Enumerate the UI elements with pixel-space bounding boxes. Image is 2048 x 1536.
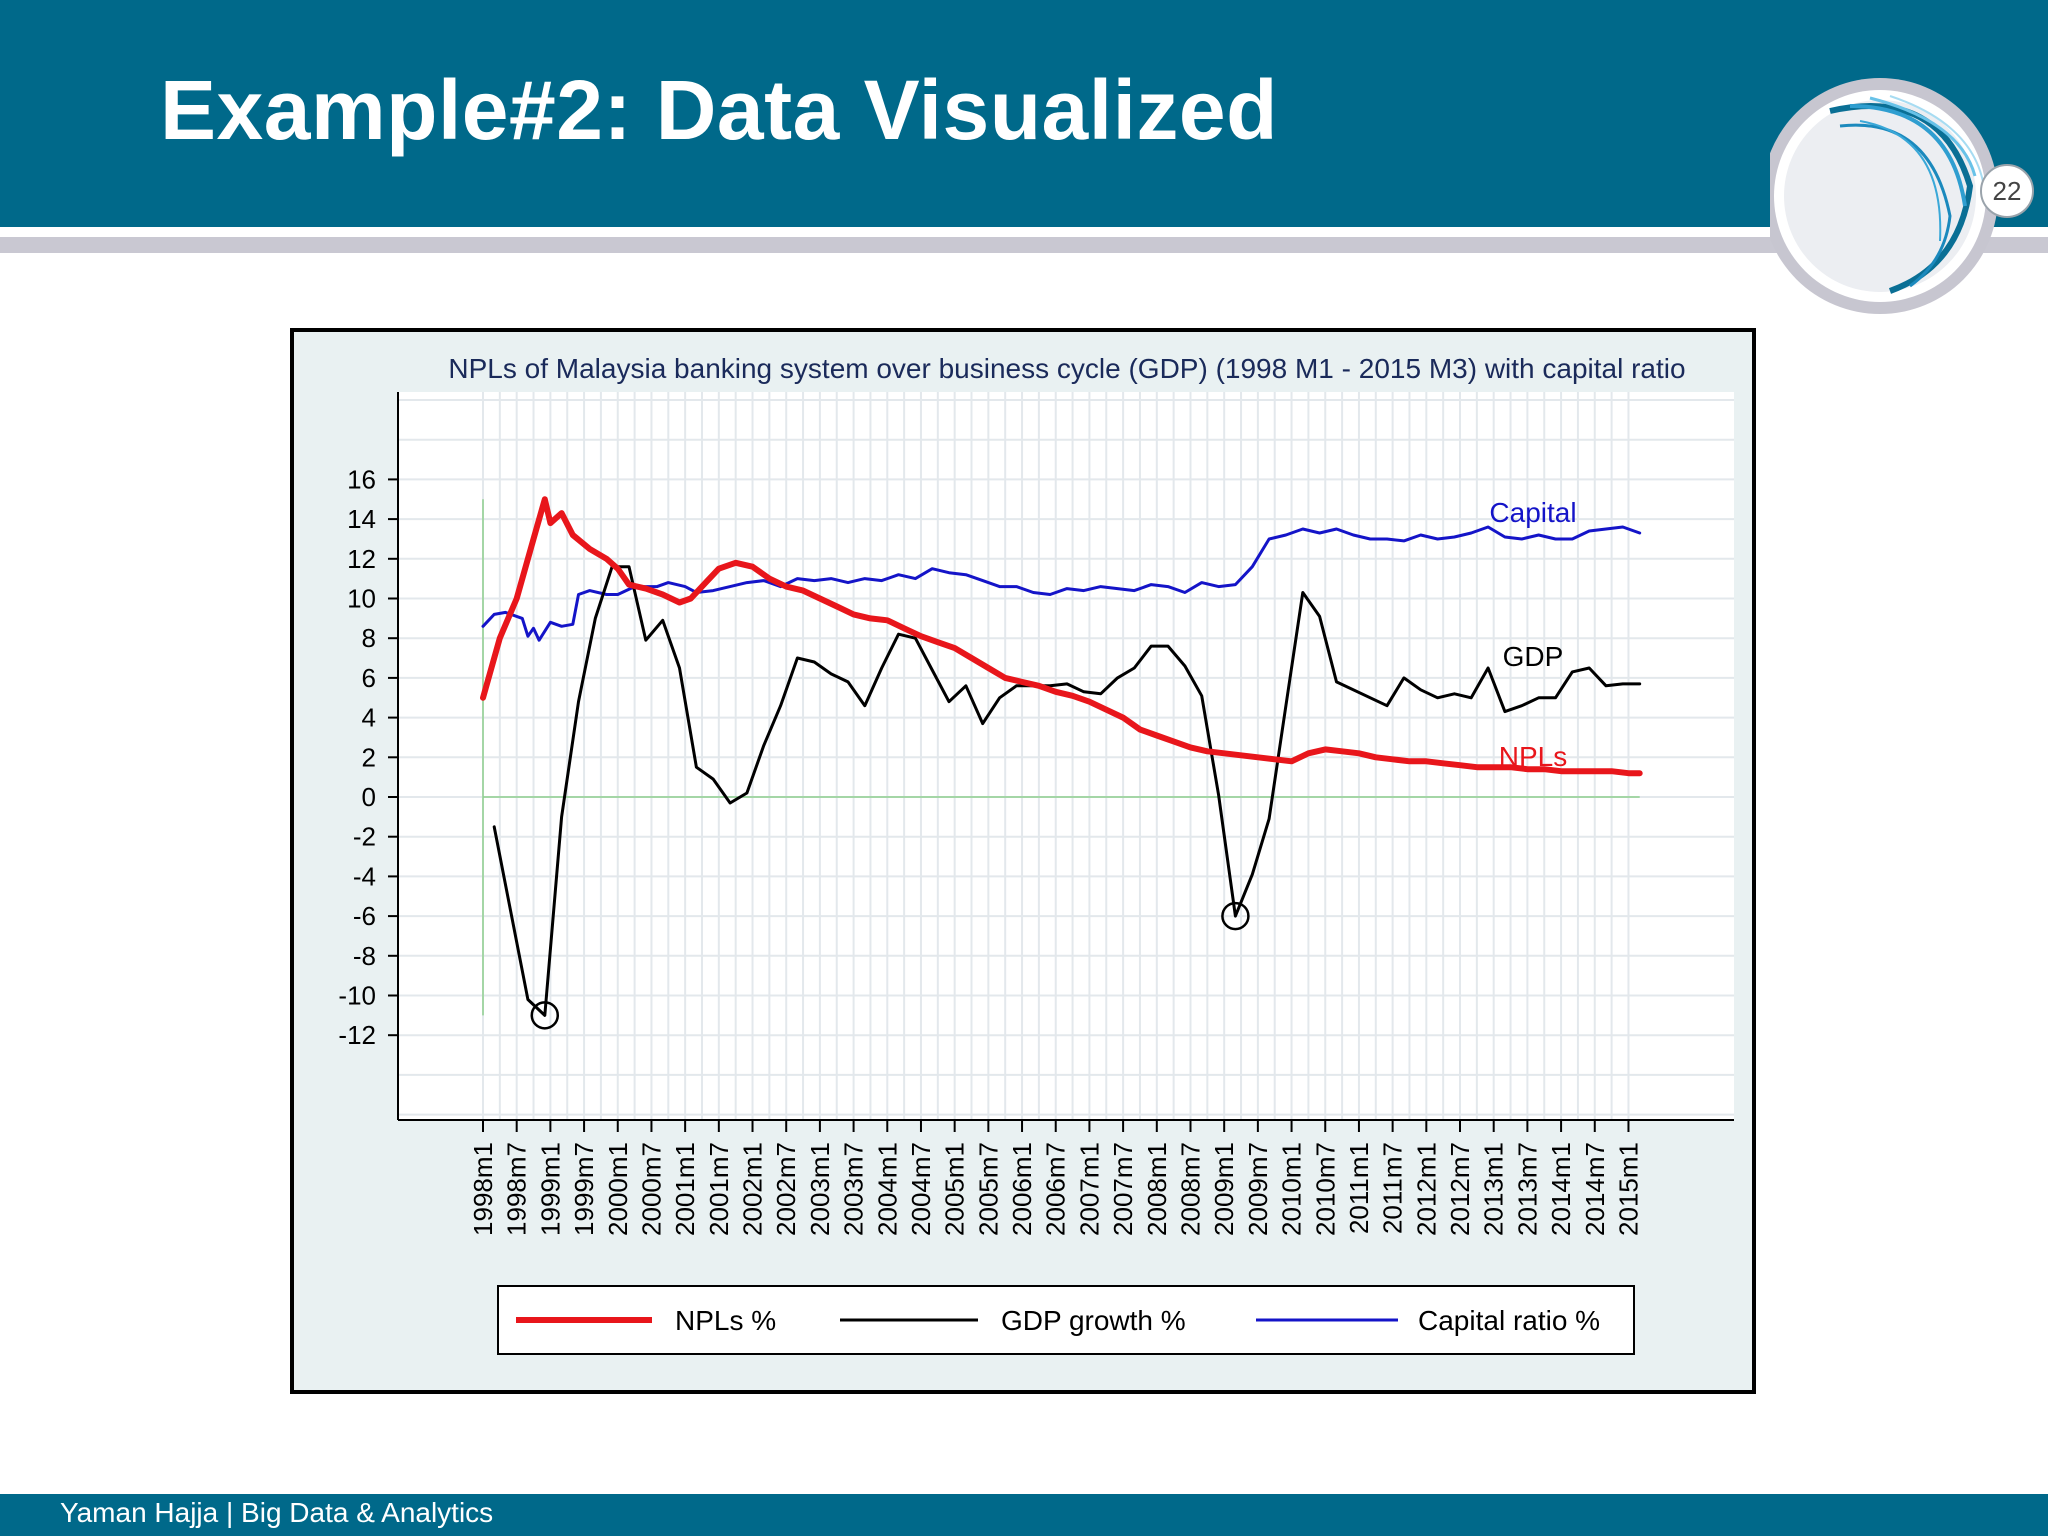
y-tick-label: 6 (362, 663, 376, 693)
chart-legend: NPLs % GDP growth % Capital ratio % (497, 1285, 1635, 1355)
x-axis-ticks: 1998m1 1998m7 1999m1 1999m7 2000m1 2000m7 2001… (468, 1120, 1643, 1236)
slide-footer (0, 1494, 2048, 1536)
x-tick-label: 2005m7 (973, 1142, 1003, 1236)
y-tick-label: -2 (353, 822, 376, 852)
slide-header (0, 0, 2048, 227)
x-tick-label: 2002m1 (738, 1142, 768, 1236)
series-line-gdp (492, 565, 1642, 1017)
y-tick-label: -12 (338, 1020, 376, 1050)
x-tick-label: 2007m1 (1074, 1142, 1104, 1236)
x-tick-label: 2003m1 (805, 1142, 835, 1236)
y-tick-label: 2 (362, 742, 376, 772)
x-tick-label: 2012m1 (1411, 1142, 1441, 1236)
x-tick-label: 2001m7 (704, 1142, 734, 1236)
y-tick-label: 4 (362, 703, 376, 733)
x-tick-label: 2015m1 (1613, 1142, 1643, 1236)
y-tick-label: -8 (353, 941, 376, 971)
series-line-npls (480, 496, 1643, 777)
x-tick-label: 2013m7 (1512, 1142, 1542, 1236)
x-tick-label: 2000m7 (636, 1142, 666, 1236)
x-tick-label: 1999m1 (535, 1142, 565, 1236)
y-tick-label: 0 (362, 782, 376, 812)
y-tick-label: 8 (362, 623, 376, 653)
x-tick-label: 1998m7 (502, 1142, 532, 1236)
x-tick-label: 2011m1 (1344, 1142, 1374, 1234)
chart-title: NPLs of Malaysia banking system over bus… (448, 353, 1685, 384)
x-tick-label: 2009m1 (1209, 1142, 1239, 1236)
y-tick-label: -4 (353, 861, 376, 891)
x-tick-label: 1998m1 (468, 1142, 498, 1236)
y-tick-label: 14 (347, 504, 376, 534)
legend-label: Capital ratio % (1418, 1305, 1600, 1336)
y-tick-label: -10 (338, 981, 376, 1011)
x-tick-label: 2008m1 (1142, 1142, 1172, 1236)
series-labels: NPLs GDP Capital (1489, 497, 1576, 772)
gdp-trough-marker (1221, 901, 1250, 931)
axes (397, 392, 1734, 1121)
x-tick-label: 2003m7 (839, 1142, 869, 1236)
x-tick-label: 2008m7 (1175, 1142, 1205, 1236)
footer-text: Yaman Hajja | Big Data & Analytics (60, 1497, 494, 1528)
x-tick-label: 2001m1 (670, 1142, 700, 1236)
legend-label: GDP growth % (1001, 1305, 1186, 1336)
x-tick-label: 2013m1 (1479, 1142, 1509, 1236)
y-tick-label: 12 (347, 544, 376, 574)
y-tick-label: -6 (353, 901, 376, 931)
series-label-capital: Capital (1489, 497, 1576, 528)
x-tick-label: 2007m7 (1108, 1142, 1138, 1236)
series-label-npls: NPLs (1499, 741, 1567, 772)
swirl-logo-icon (1770, 78, 1998, 314)
x-tick-label: 2000m1 (603, 1142, 633, 1236)
x-tick-label: 2011m7 (1378, 1142, 1408, 1234)
gdp-trough-marker (530, 1001, 560, 1030)
x-tick-label: 2010m1 (1277, 1142, 1307, 1236)
y-tick-label: 10 (347, 584, 376, 614)
x-tick-label: 2014m7 (1580, 1142, 1610, 1236)
x-tick-label: 2006m7 (1041, 1142, 1071, 1236)
y-axis-ticks: 16 14 12 10 8 6 4 2 0 -2 -4 -6 -8 -10 -12 (338, 464, 398, 1050)
x-tick-label: 1999m7 (569, 1142, 599, 1236)
x-tick-label: 2002m7 (771, 1142, 801, 1236)
page-number: 22 (1980, 164, 2034, 218)
legend-label: NPLs % (675, 1305, 776, 1336)
x-tick-label: 2004m1 (872, 1142, 902, 1236)
x-tick-label: 2004m7 (906, 1142, 936, 1236)
x-tick-label: 2014m1 (1546, 1142, 1576, 1236)
series-label-gdp: GDP (1503, 641, 1564, 672)
slide-title: Example#2: Data Visualized (160, 63, 1278, 157)
x-tick-label: 2010m7 (1310, 1142, 1340, 1236)
header-divider (0, 227, 2048, 237)
y-tick-label: 16 (347, 464, 376, 494)
x-tick-label: 2012m7 (1445, 1142, 1475, 1236)
x-tick-label: 2009m7 (1243, 1142, 1273, 1236)
x-tick-label: 2006m1 (1007, 1142, 1037, 1236)
header-stripe (0, 237, 2048, 253)
series-lines (480, 496, 1643, 1030)
legend-box (497, 1285, 1635, 1355)
series-line-capital (481, 525, 1642, 642)
x-tick-label: 2005m1 (940, 1142, 970, 1236)
